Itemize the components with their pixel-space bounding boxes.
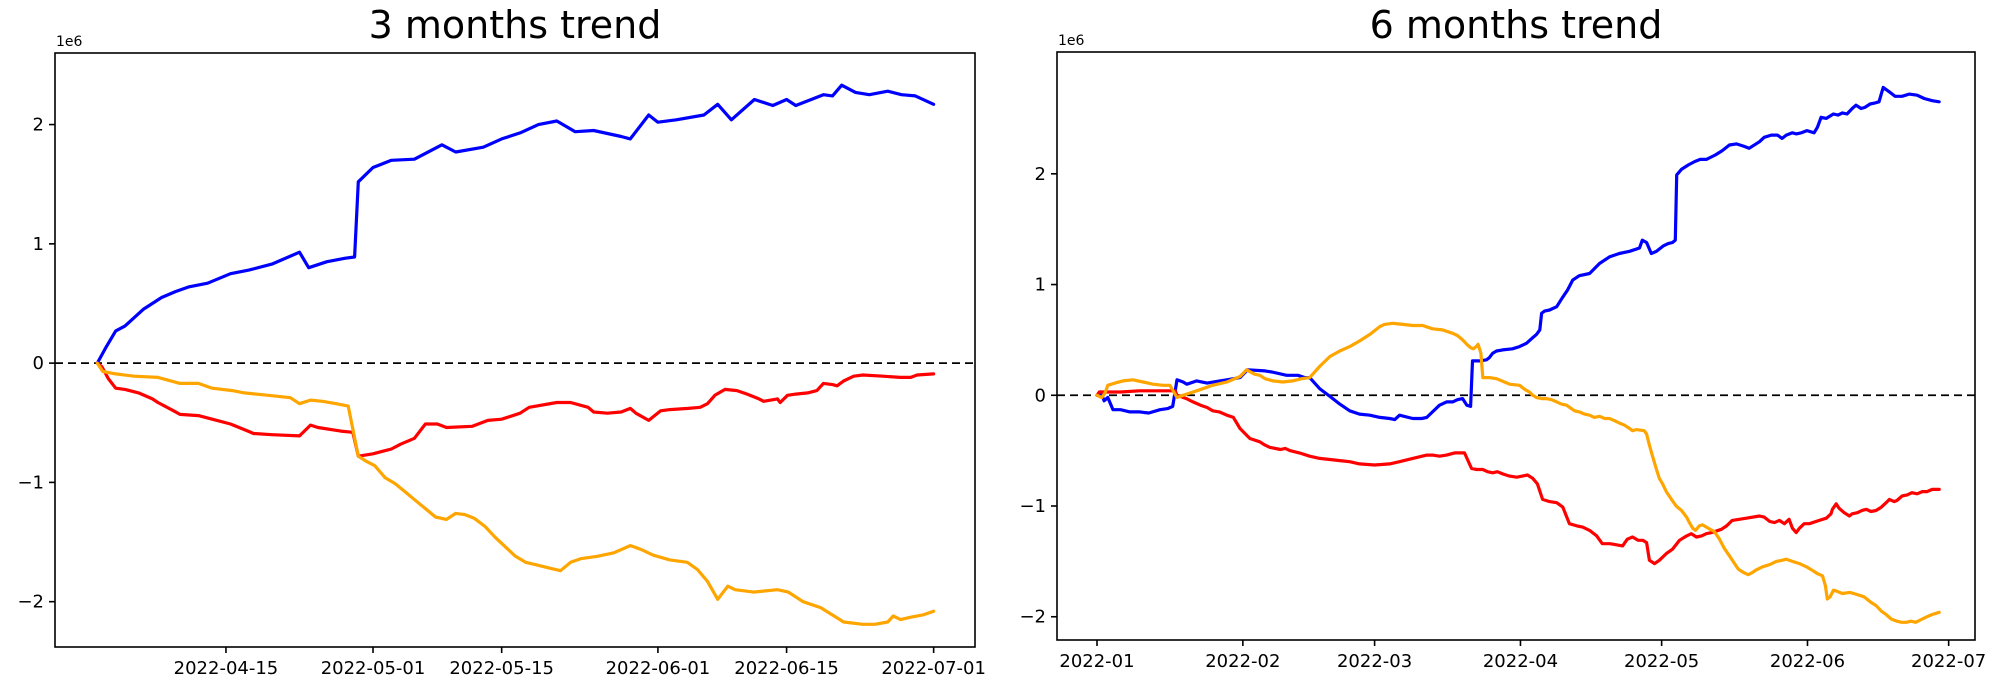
x-tick-label: 2022-06-15 (734, 658, 839, 679)
chart-3-months-svg: 2022-04-15 2022-05-01 2022-05-15 2022-06-01… (17, 3, 986, 679)
x-tick-label: 2022-07 (1911, 651, 1986, 672)
axes-frame (1056, 51, 1976, 641)
chart-title: 6 months trend (1370, 3, 1663, 47)
x-tick-label: 2022-05-15 (449, 658, 554, 679)
chart-6-months-svg: 2022-01 2022-02 2022-03 2022-04 2022-05 2022-… (1019, 3, 1986, 672)
chart-6-months-trend: 2022-01 2022-02 2022-03 2022-04 2022-05 2022-… (1000, 0, 2000, 700)
series-line-blue (95, 83, 936, 365)
x-tick-label: 2022-01 (1059, 651, 1134, 672)
series-line-orange (95, 361, 936, 626)
y-tick-label: −2 (1019, 607, 1046, 628)
x-tick-label: 2022-04-15 (174, 658, 279, 679)
x-tick-label: 2022-05 (1624, 651, 1699, 672)
series-line-red (95, 361, 936, 458)
series-line-blue (1095, 85, 1941, 422)
plot-area-6-months: 2022-01 2022-02 2022-03 2022-04 2022-05 2022-… (1019, 51, 1986, 672)
y-axis-offset-label: 1e6 (56, 34, 83, 50)
y-tick-label: 1 (1035, 275, 1046, 296)
series-line-orange (1095, 321, 1941, 624)
y-tick-label: 2 (33, 115, 44, 136)
y-tick-label: 2 (1035, 164, 1046, 185)
x-tick-label: 2022-05-01 (321, 658, 426, 679)
series-line-red (1095, 389, 1941, 566)
x-tick-label: 2022-07-01 (881, 658, 986, 679)
chart-3-months-trend: 2022-04-15 2022-05-01 2022-05-15 2022-06-01… (17, 3, 986, 679)
y-tick-label: 0 (1035, 385, 1046, 406)
y-axis-offset-label: 1e6 (1058, 33, 1085, 49)
x-tick-label: 2022-04 (1483, 651, 1558, 672)
x-tick-label: 2022-02 (1205, 651, 1280, 672)
plot-area-3-months: 2022-04-15 2022-05-01 2022-05-15 2022-06-01… (17, 52, 986, 679)
x-tick-label: 2022-06 (1770, 651, 1845, 672)
x-tick-label: 2022-06-01 (606, 658, 711, 679)
y-tick-label: −2 (17, 592, 44, 613)
y-tick-label: −1 (1019, 496, 1046, 517)
y-tick-label: −1 (17, 472, 44, 493)
y-tick-label: 1 (33, 234, 44, 255)
x-tick-label: 2022-03 (1337, 651, 1412, 672)
y-tick-label: 0 (33, 353, 44, 374)
axes-frame (54, 52, 976, 648)
chart-title: 3 months trend (369, 3, 662, 47)
